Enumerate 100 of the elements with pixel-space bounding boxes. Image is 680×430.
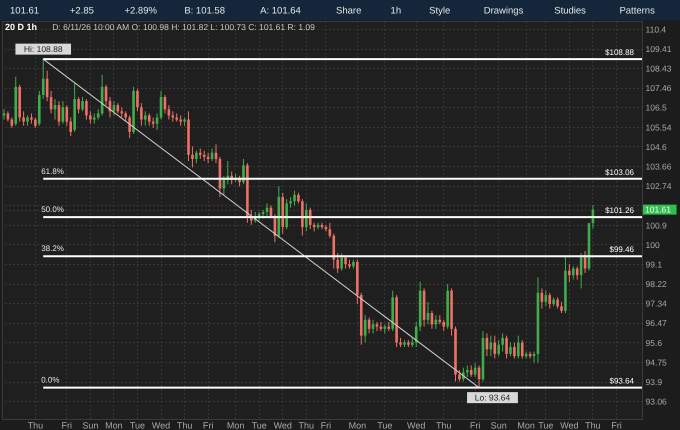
candlestick (6, 110, 10, 122)
candlestick (10, 116, 14, 128)
candlestick (96, 108, 100, 120)
candlestick (198, 148, 202, 160)
candlestick (509, 342, 512, 357)
x-tick-label: Tue (252, 420, 267, 430)
candlestick (297, 192, 300, 204)
x-tick-label: Wed (274, 420, 292, 430)
candlestick (65, 104, 68, 126)
candlestick (148, 112, 151, 126)
candlestick (478, 364, 480, 388)
candlestick (270, 205, 272, 219)
chart-subtitle: D: 6/11/26 10:00 AM O: 100.98 H: 101.82 L: 100.73 C: 101.61 R: 1.09 (52, 22, 316, 32)
candlestick (474, 362, 476, 378)
x-tick-label: Mon (105, 420, 123, 430)
candlestick (81, 96, 84, 112)
candlestick (206, 152, 210, 164)
candlestick (520, 340, 524, 359)
x-tick-label: Fri (202, 420, 214, 430)
candlestick (69, 116, 72, 137)
candlestick (22, 110, 25, 126)
y-tick-label: 96.47 (646, 318, 668, 328)
candlestick (85, 98, 88, 120)
annotation: 38.2% (41, 244, 64, 254)
x-tick-label: Thu (298, 420, 314, 430)
text: A: 101.64 (260, 6, 301, 16)
candlestick (486, 332, 488, 357)
candlestick (490, 335, 492, 357)
ref-line-label: $99.46 (610, 245, 635, 254)
candlestick (152, 116, 154, 128)
y-tick-label: 104.6 (646, 142, 668, 152)
candlestick (112, 100, 116, 116)
candlestick (470, 364, 472, 378)
candlestick (380, 322, 382, 332)
candlestick (399, 337, 402, 348)
candlestick (544, 290, 548, 307)
candlestick (160, 90, 162, 120)
ref-line-label: $101.26 (605, 206, 635, 216)
text: 101.61 (10, 6, 40, 16)
x-tick-label: Tue (377, 420, 392, 430)
text: Drawings (484, 6, 524, 16)
y-tick-label: 94.75 (646, 357, 668, 368)
candlestick (77, 96, 80, 114)
y-tick-label: 95.6 (646, 338, 662, 348)
candlestick (560, 301, 563, 314)
candlestick (168, 104, 170, 120)
ref-line-label: $108.88 (605, 48, 635, 58)
annotation: 50.0% (41, 205, 64, 214)
candlestick (144, 110, 147, 126)
x-tick-label: Tue (130, 420, 146, 430)
y-tick-label: 99.1 (646, 260, 662, 270)
y-tick-label: 109.41 (646, 44, 672, 54)
candlestick (58, 100, 60, 126)
candlestick (191, 146, 194, 168)
candlestick (556, 296, 559, 310)
candlestick (124, 110, 127, 122)
text: Style (429, 6, 450, 16)
candlestick (289, 196, 292, 208)
candlestick (266, 202, 268, 217)
x-tick-label: Mon (348, 420, 366, 430)
candlestick (497, 340, 500, 357)
x-tick-label: Fri (320, 420, 332, 430)
candlestick (513, 342, 516, 359)
x-tick-label: Wed (407, 420, 426, 430)
y-tick-label: 93.9 (646, 377, 662, 388)
candlestick (442, 319, 446, 332)
candlestick (120, 106, 124, 118)
text: +2.85 (70, 6, 94, 16)
candlestick (572, 266, 575, 280)
candlestick (156, 112, 158, 130)
text: Patterns (619, 6, 656, 16)
candlestick (140, 102, 143, 126)
candlestick (466, 364, 469, 378)
candlestick (26, 114, 29, 126)
text: Studies (554, 6, 586, 16)
y-tick-label: 100.9 (646, 220, 668, 230)
data-label: Lo: 93.64 (474, 392, 510, 403)
candlestick (372, 319, 374, 334)
candlestick (54, 98, 56, 120)
candlestick (116, 102, 120, 114)
candlestick (368, 317, 370, 334)
y-tick-label: 107.46 (646, 83, 672, 94)
candlestick (430, 310, 434, 330)
candlestick (548, 292, 552, 310)
y-tick-label: 97.34 (646, 298, 668, 309)
x-tick-label: Wed (560, 420, 579, 430)
candlestick (568, 264, 571, 282)
y-tick-label: 100 (646, 240, 660, 250)
candlestick (576, 266, 579, 280)
candlestick (179, 114, 182, 126)
candlestick (195, 150, 198, 164)
candlestick (164, 94, 166, 114)
candlestick (50, 90, 52, 114)
candlestick (92, 112, 96, 124)
x-tick-label: Fri (470, 420, 480, 430)
y-tick-label: 98.22 (646, 279, 668, 290)
candlestick (62, 100, 64, 124)
candlestick (2, 108, 6, 120)
y-tick-label: 106.5 (646, 102, 668, 113)
candlestick (517, 335, 520, 359)
